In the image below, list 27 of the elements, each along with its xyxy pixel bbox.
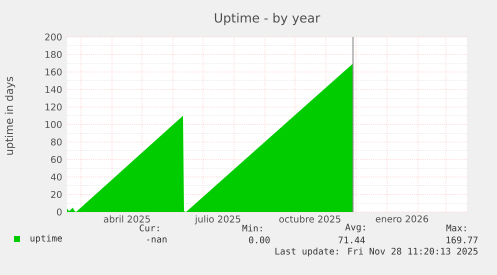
y-tick-label: 40 <box>50 173 62 181</box>
x-tick-label: julio 2025 <box>194 215 240 224</box>
y-axis-title: uptime in days <box>4 76 16 155</box>
y-tick-label: 20 <box>51 190 62 198</box>
text: 0.00 <box>249 236 270 244</box>
text: 71.44 <box>338 236 365 244</box>
y-tick-label: 60 <box>51 156 62 164</box>
x-tick-label: octubre 2025 <box>279 215 340 223</box>
x-tick-label: abril 2025 <box>104 215 150 223</box>
chart-title: Uptime - by year <box>214 12 320 26</box>
y-tick-label: 100 <box>46 120 62 128</box>
text: -nan <box>147 237 166 243</box>
y-tick-label: 160 <box>46 68 62 76</box>
y-tick-label: 180 <box>46 50 62 58</box>
text: 169.77 <box>446 236 478 244</box>
text: Avg: <box>345 224 365 232</box>
text: Min: <box>242 224 262 232</box>
text: Cur: <box>140 224 159 232</box>
y-tick-label: 0 <box>56 208 62 216</box>
y-tick-label: 80 <box>51 138 62 146</box>
y-tick-label: 200 <box>45 33 62 41</box>
x-tick-label: enero 2026 <box>376 215 428 222</box>
y-tick-label: 120 <box>46 103 62 111</box>
text: Max: <box>446 224 466 232</box>
legend-label: uptime <box>30 234 62 244</box>
y-tick-label: 140 <box>46 86 62 94</box>
text: Last update: Fri Nov 28 11:20:13 2025 <box>275 248 478 256</box>
